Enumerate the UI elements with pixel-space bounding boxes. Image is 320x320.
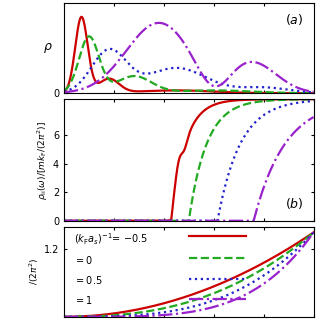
Y-axis label: $\rho$: $\rho$ <box>43 41 52 55</box>
Text: $(a)$: $(a)$ <box>285 12 304 27</box>
Y-axis label: $\rho_{\rm ii}(\omega)/[mk_{\rm F}/(2\pi^2)]$: $\rho_{\rm ii}(\omega)/[mk_{\rm F}/(2\pi… <box>36 121 50 199</box>
Text: $(b)$: $(b)$ <box>285 196 304 211</box>
Text: $= 1$: $= 1$ <box>74 294 93 306</box>
Text: $(k_{\rm F}a_s)^{-1}$= $-0.5$: $(k_{\rm F}a_s)^{-1}$= $-0.5$ <box>74 231 148 247</box>
Text: $= 0$: $= 0$ <box>74 254 93 266</box>
Text: $= 0.5$: $= 0.5$ <box>74 275 103 286</box>
Y-axis label: $/(2\pi^2)$: $/(2\pi^2)$ <box>28 258 41 285</box>
